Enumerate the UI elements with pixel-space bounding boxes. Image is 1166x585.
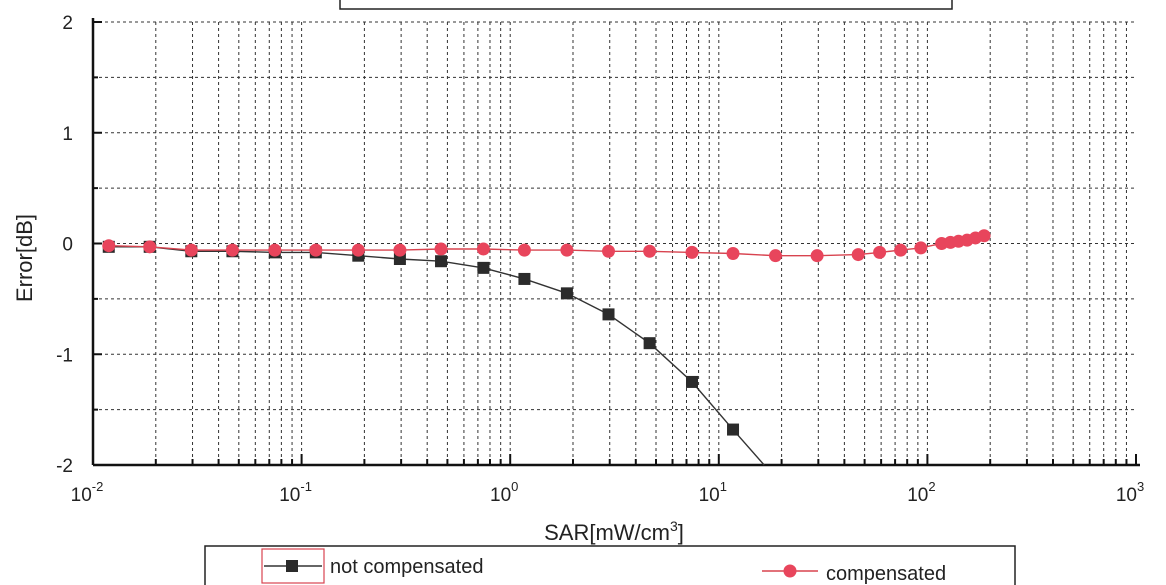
x-axis-label-end: ] — [678, 520, 684, 545]
data-point-circle — [726, 246, 740, 260]
x-tick-base: 10 — [490, 485, 511, 506]
axes — [91, 18, 1140, 467]
x-axis-label: SAR[mW/cm3] — [544, 518, 684, 545]
data-point-circle — [977, 229, 991, 243]
y-tick-label: 1 — [62, 124, 73, 145]
x-tick-label: 102 — [907, 479, 935, 506]
data-point-circle — [914, 241, 928, 255]
x-tick-label: 103 — [1116, 479, 1144, 506]
data-point-circle — [873, 245, 887, 259]
data-point-circle — [643, 244, 657, 258]
x-tick-base: 10 — [907, 485, 928, 506]
x-axis-label-main: SAR[mW/cm — [544, 520, 670, 545]
x-tick-exponent: -2 — [92, 479, 104, 494]
data-point-circle — [685, 245, 699, 259]
data-point-circle — [769, 249, 783, 263]
legend-box — [204, 545, 1016, 585]
x-tick-labels: 10-2 10-1 100 101 102 103 — [71, 479, 1145, 506]
series-not-compensated — [102, 240, 765, 466]
x-tick-exponent: 1 — [720, 479, 727, 494]
y-tick-label: -2 — [56, 456, 73, 477]
x-tick-exponent: 3 — [1137, 479, 1144, 494]
data-point-square — [643, 337, 656, 350]
data-point-circle — [851, 248, 865, 262]
y-tick-label: 0 — [62, 235, 73, 256]
y-tick-label: 2 — [62, 13, 73, 34]
legend-marker-not-compensated — [286, 560, 298, 572]
legend: not compensated compensated — [204, 545, 1016, 585]
legend-swatch-frame — [261, 548, 325, 584]
legend-label-not-compensated: not compensated — [330, 556, 483, 578]
y-tick-labels: 2 1 0 -1 -2 — [56, 13, 73, 477]
x-tick-label: 10-1 — [279, 479, 312, 506]
data-point-circle — [351, 243, 365, 257]
data-point-square — [393, 253, 406, 266]
data-point-square — [518, 272, 531, 285]
data-point-circle — [434, 242, 448, 256]
x-tick-base: 10 — [279, 485, 300, 506]
data-point-square — [435, 255, 448, 268]
data-point-circle — [184, 243, 198, 257]
x-tick-exponent: 2 — [928, 479, 935, 494]
data-point-circle — [894, 243, 908, 257]
data-point-square — [727, 423, 740, 436]
series-compensated — [102, 229, 991, 263]
data-point-circle — [476, 242, 490, 256]
series-line — [108, 246, 765, 466]
top-cropped-box — [339, 0, 953, 10]
grid — [93, 21, 1136, 465]
x-axis-label-superscript: 3 — [670, 518, 678, 534]
data-point-square — [560, 287, 573, 300]
x-tick-exponent: -1 — [300, 479, 312, 494]
legend-marker-compensated — [783, 564, 797, 578]
data-point-circle — [810, 249, 824, 263]
data-point-square — [602, 308, 615, 321]
x-tick-base: 10 — [1116, 485, 1137, 506]
legend-label-compensated: compensated — [826, 563, 946, 585]
data-point-circle — [517, 243, 531, 257]
data-point-circle — [602, 244, 616, 258]
x-tick-label: 101 — [699, 479, 727, 506]
x-tick-base: 10 — [71, 485, 92, 506]
y-tick-label: -1 — [56, 345, 73, 366]
data-point-circle — [143, 240, 157, 254]
data-point-circle — [309, 243, 323, 257]
y-axis-label: Error[dB] — [12, 214, 37, 302]
data-point-circle — [393, 243, 407, 257]
data-point-circle — [225, 243, 239, 257]
data-point-circle — [268, 243, 282, 257]
data-point-square — [686, 375, 699, 388]
x-tick-base: 10 — [699, 485, 720, 506]
x-tick-label: 10-2 — [71, 479, 104, 506]
data-point-circle — [560, 243, 574, 257]
x-tick-label: 100 — [490, 479, 518, 506]
x-tick-exponent: 0 — [511, 479, 518, 494]
data-point-square — [477, 261, 490, 274]
data-point-circle — [102, 239, 116, 253]
